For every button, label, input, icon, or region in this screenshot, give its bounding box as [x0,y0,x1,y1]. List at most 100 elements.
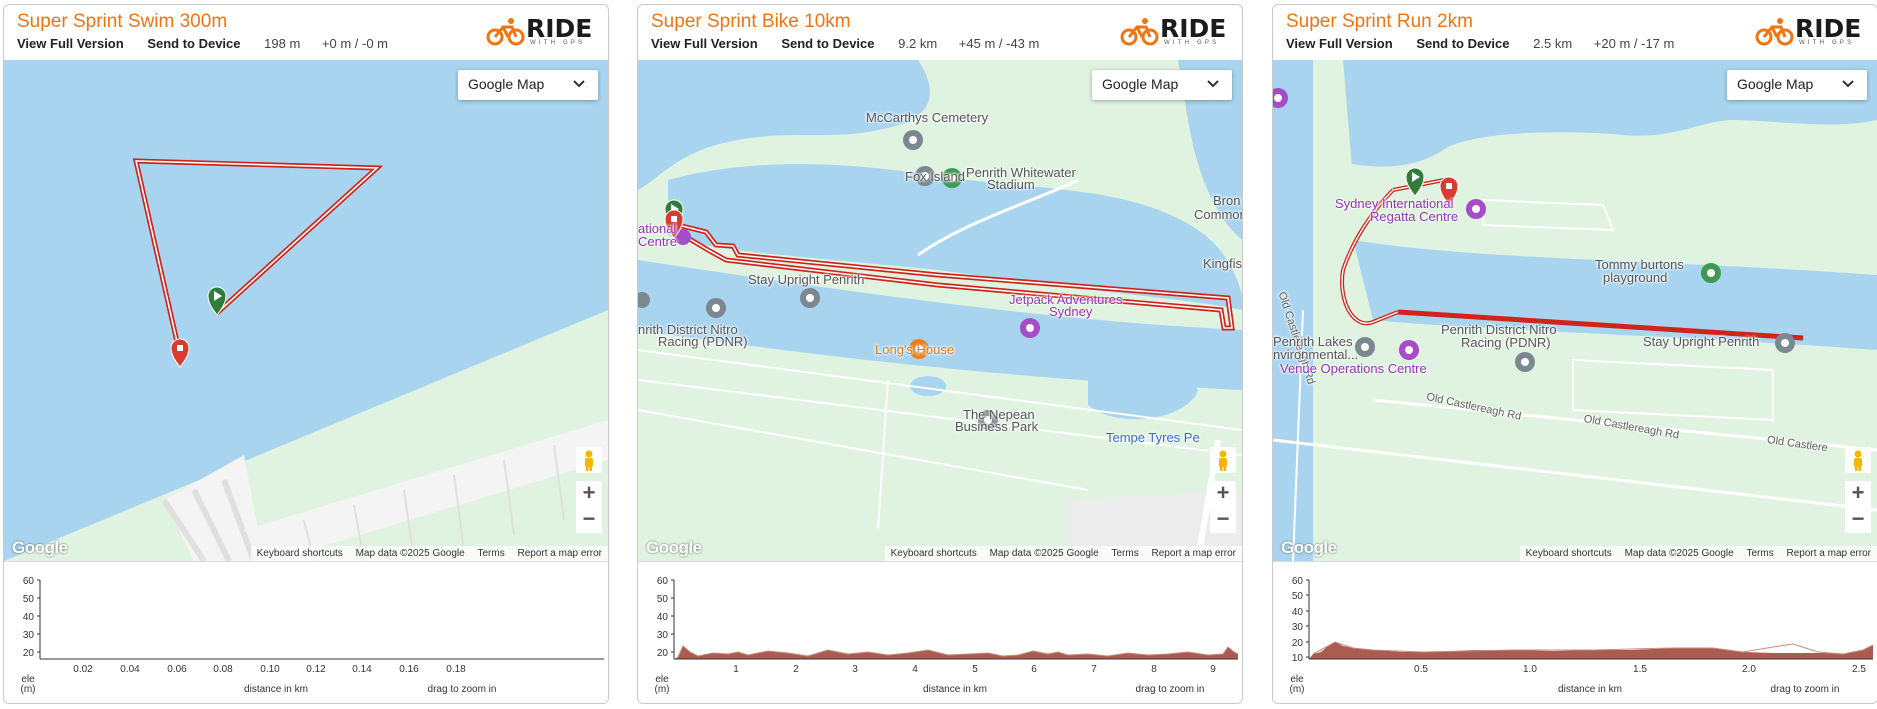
map-label[interactable]: Kingfish [1203,256,1242,271]
map-label[interactable]: Sydney [1049,304,1093,319]
place-pin-icon[interactable] [1515,352,1535,372]
place-pin-icon[interactable] [909,339,929,359]
end-marker-icon[interactable] [664,209,684,239]
y-axis-label: ele [21,674,35,685]
route-title[interactable]: Super Sprint Run 2km [1286,11,1473,32]
map-label[interactable]: Racing (PDNR) [1461,335,1551,350]
map-label[interactable]: McCarthys Cemetery [866,110,989,125]
place-pin-icon[interactable] [1273,88,1288,108]
map-type-dropdown[interactable]: Google Map [458,70,598,100]
map-label[interactable]: Common Gy [1194,207,1242,222]
ride-with-gps-logo[interactable]: RIDE WITH GPS [1755,14,1863,48]
view-full-version-link[interactable]: View Full Version [1286,36,1393,51]
zoom-in-button[interactable]: + [576,481,602,507]
send-to-device-link[interactable]: Send to Device [781,36,875,51]
pegman-icon[interactable] [1845,447,1871,473]
place-pin-icon[interactable] [1775,333,1795,353]
route-map[interactable]: McCarthys Cemetery Fox Island Penrith Wh… [638,60,1242,561]
start-marker-icon[interactable] [1405,167,1425,197]
place-pin-icon[interactable] [706,298,726,318]
keyboard-shortcuts-link[interactable]: Keyboard shortcuts [256,548,343,559]
map-label[interactable]: Penrith Whitewater [966,165,1076,180]
map-type-dropdown[interactable]: Google Map [1092,70,1232,100]
report-map-error-link[interactable]: Report a map error [1151,548,1236,559]
map-label[interactable]: Jetpack Adventures [1009,292,1123,307]
place-pin-icon[interactable] [978,410,998,430]
keyboard-shortcuts-link[interactable]: Keyboard shortcuts [890,548,977,559]
send-to-device-link[interactable]: Send to Device [147,36,241,51]
pegman-icon[interactable] [576,447,602,473]
elevation-chart[interactable]: 60 50 40 30 20 0.02 0.04 0.06 0.08 0.10 … [4,562,608,704]
route-distance: 2.5 km [1533,36,1573,51]
zoom-in-button[interactable]: + [1210,481,1236,507]
map-label[interactable]: Racing (PDNR) [658,334,748,349]
map-label[interactable]: Centre [638,234,678,249]
elevation-profile[interactable]: 60 50 40 30 20 0.02 0.04 0.06 0.08 0.10 … [4,561,608,703]
place-pin-icon[interactable] [1355,337,1375,357]
map-label[interactable]: nrith District Nitro [638,322,738,337]
map-label[interactable]: Venue Operations Centre [1280,361,1427,376]
zoom-out-button[interactable]: − [1210,507,1236,533]
terms-link[interactable]: Terms [1111,548,1139,559]
map-label[interactable]: Tempe Tyres Pe [1106,430,1200,445]
map-label[interactable]: Regatta Centre [1370,209,1459,224]
end-marker-icon[interactable] [1439,176,1459,206]
place-pin-icon[interactable] [675,229,691,245]
zoom-in-button[interactable]: + [1845,481,1871,507]
view-full-version-link[interactable]: View Full Version [17,36,124,51]
map-canvas[interactable] [1273,60,1877,561]
map-canvas[interactable] [4,60,608,561]
zoom-out-button[interactable]: − [1845,507,1871,533]
route-title[interactable]: Super Sprint Swim 300m [17,11,228,32]
map-label[interactable]: nvironmental... [1273,347,1359,362]
zoom-out-button[interactable]: − [576,507,602,533]
report-map-error-link[interactable]: Report a map error [1786,548,1871,559]
place-pin-icon[interactable] [800,288,820,308]
map-label[interactable]: Stay Upright Penrith [1643,334,1760,349]
report-map-error-link[interactable]: Report a map error [517,548,602,559]
terms-link[interactable]: Terms [1746,548,1774,559]
elevation-chart[interactable]: 60 50 40 30 20 10 0.5 1.0 1.5 2.0 2.5 el… [1273,562,1877,704]
keyboard-shortcuts-link[interactable]: Keyboard shortcuts [1525,548,1612,559]
map-label[interactable]: Stadium [987,177,1035,192]
map-canvas[interactable] [638,60,1242,561]
google-logo[interactable]: Google [646,538,702,557]
map-label[interactable]: Penrith District Nitro [1441,322,1557,337]
terms-link[interactable]: Terms [477,548,505,559]
map-label[interactable]: The Nepean [963,407,1035,422]
map-type-dropdown[interactable]: Google Map [1727,70,1867,100]
map-label[interactable]: Bron [1213,193,1241,208]
view-full-version-link[interactable]: View Full Version [651,36,758,51]
map-label[interactable]: Stay Upright Penrith [748,272,865,287]
elevation-profile[interactable]: 60 50 40 30 20 1 2 3 4 5 6 7 8 9 ele (m)… [638,561,1242,703]
route-map[interactable]: Sydney International Regatta Centre Tomm… [1273,60,1877,561]
map-label[interactable]: ational [638,221,677,236]
elevation-chart[interactable]: 60 50 40 30 20 1 2 3 4 5 6 7 8 9 ele (m)… [638,562,1242,704]
place-pin-icon[interactable] [638,292,650,308]
map-label[interactable]: Business Park [955,419,1039,434]
ride-with-gps-logo[interactable]: RIDE WITH GPS [1120,14,1228,48]
start-marker-icon[interactable] [207,286,227,316]
place-pin-icon[interactable] [942,168,962,188]
place-pin-icon[interactable] [1020,318,1040,338]
send-to-device-link[interactable]: Send to Device [1416,36,1510,51]
ride-with-gps-logo[interactable]: RIDE WITH GPS [486,14,594,48]
place-pin-icon[interactable] [1399,340,1419,360]
map-label[interactable]: Fox Island [905,169,965,184]
route-title[interactable]: Super Sprint Bike 10km [651,11,851,32]
place-pin-icon[interactable] [1466,199,1486,219]
map-label[interactable]: playground [1603,270,1668,285]
end-marker-icon[interactable] [170,338,190,368]
map-label[interactable]: Sydney International [1335,196,1454,211]
google-logo[interactable]: Google [12,538,68,557]
route-map[interactable]: Google Map + − Google Keyboard shortcuts… [4,60,608,561]
map-label[interactable]: Long's House [875,342,955,357]
elevation-profile[interactable]: 60 50 40 30 20 10 0.5 1.0 1.5 2.0 2.5 el… [1273,561,1877,703]
map-label[interactable]: Penrith Lakes [1273,334,1353,349]
map-label[interactable]: Tommy burtons [1595,257,1684,272]
google-logo[interactable]: Google [1281,538,1337,557]
place-pin-icon[interactable] [1701,263,1721,283]
place-pin-icon[interactable] [915,166,935,186]
place-pin-icon[interactable] [903,130,923,150]
pegman-icon[interactable] [1210,447,1236,473]
